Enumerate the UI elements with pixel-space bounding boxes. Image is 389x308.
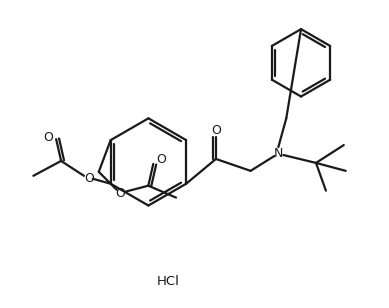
Text: O: O — [211, 124, 221, 137]
Text: O: O — [116, 187, 126, 200]
Text: O: O — [156, 153, 166, 166]
Text: HCl: HCl — [157, 275, 180, 288]
Text: O: O — [43, 131, 53, 144]
Text: O: O — [84, 172, 94, 185]
Text: N: N — [273, 147, 283, 160]
